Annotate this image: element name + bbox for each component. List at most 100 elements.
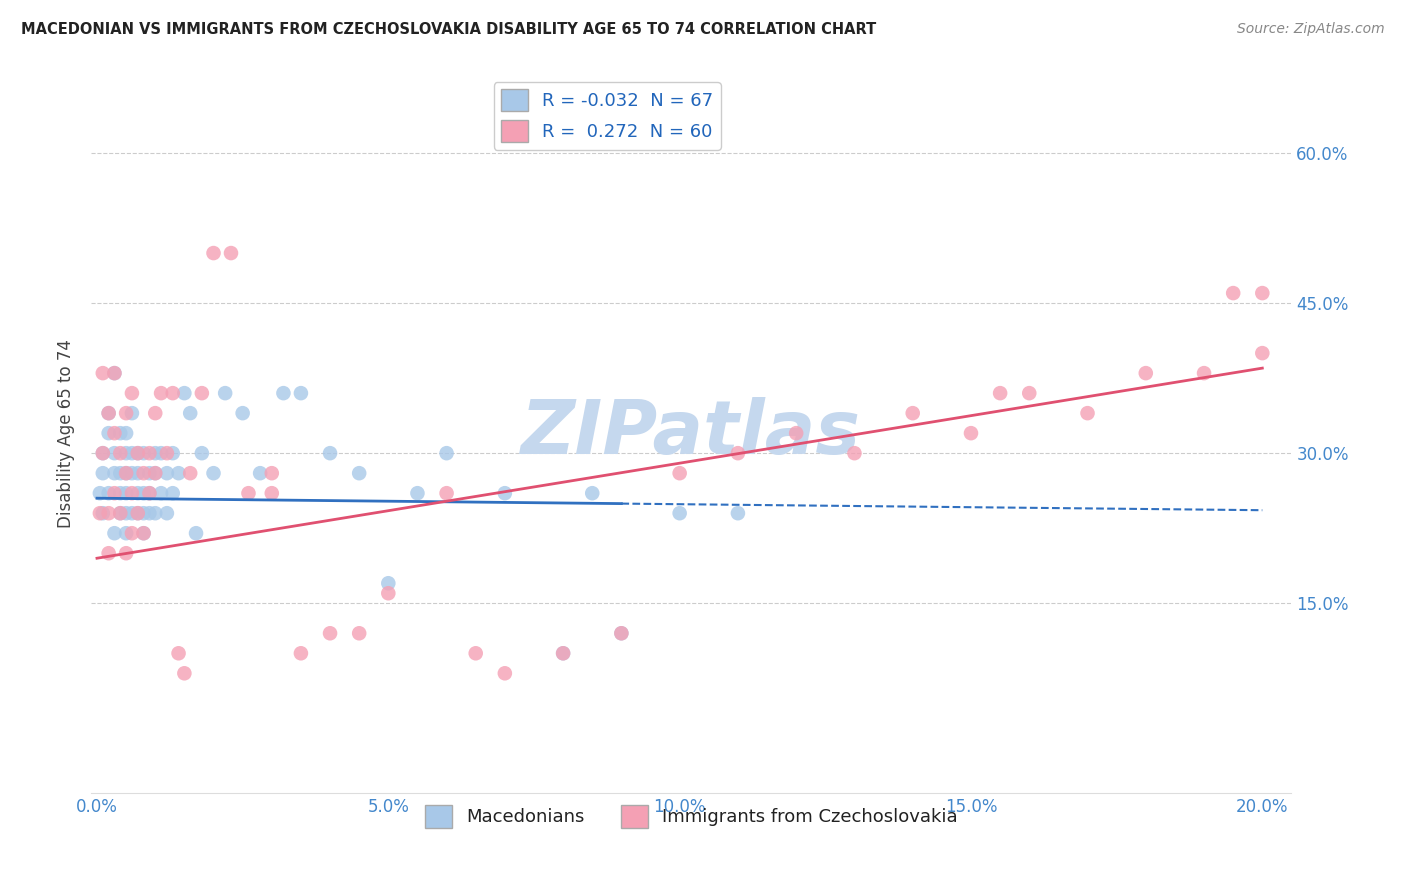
Point	[115, 466, 138, 480]
Point	[143, 506, 166, 520]
Point	[319, 446, 342, 460]
Point	[132, 526, 155, 541]
Point	[91, 506, 114, 520]
Text: MACEDONIAN VS IMMIGRANTS FROM CZECHOSLOVAKIA DISABILITY AGE 65 TO 74 CORRELATION: MACEDONIAN VS IMMIGRANTS FROM CZECHOSLOV…	[21, 22, 876, 37]
Point	[347, 466, 370, 480]
Point	[115, 526, 138, 541]
Point	[173, 666, 195, 681]
Point	[179, 466, 201, 480]
Point	[901, 406, 924, 420]
Point	[97, 546, 120, 560]
Point	[156, 506, 179, 520]
Point	[347, 626, 370, 640]
Point	[1222, 286, 1244, 301]
Point	[553, 646, 575, 660]
Point	[115, 406, 138, 420]
Point	[377, 586, 399, 600]
Point	[785, 426, 807, 441]
Point	[110, 486, 132, 500]
Point	[121, 466, 143, 480]
Point	[191, 386, 214, 401]
Point	[115, 506, 138, 520]
Point	[103, 486, 125, 500]
Point	[581, 486, 603, 500]
Point	[132, 446, 155, 460]
Point	[184, 526, 207, 541]
Point	[162, 386, 184, 401]
Point	[436, 446, 458, 460]
Point	[143, 466, 166, 480]
Point	[167, 466, 190, 480]
Point	[1192, 366, 1215, 380]
Point	[1251, 346, 1274, 360]
Point	[127, 446, 149, 460]
Point	[960, 426, 983, 441]
Point	[103, 446, 125, 460]
Point	[143, 446, 166, 460]
Point	[150, 486, 173, 500]
Point	[1251, 286, 1274, 301]
Point	[138, 506, 160, 520]
Point	[103, 466, 125, 480]
Point	[464, 646, 486, 660]
Point	[121, 526, 143, 541]
Point	[103, 426, 125, 441]
Point	[127, 506, 149, 520]
Point	[127, 506, 149, 520]
Point	[127, 486, 149, 500]
Point	[260, 486, 283, 500]
Point	[110, 426, 132, 441]
Point	[1018, 386, 1040, 401]
Point	[179, 406, 201, 420]
Point	[377, 576, 399, 591]
Point	[127, 466, 149, 480]
Point	[89, 506, 111, 520]
Point	[103, 526, 125, 541]
Point	[273, 386, 295, 401]
Point	[219, 246, 242, 260]
Point	[110, 446, 132, 460]
Point	[214, 386, 236, 401]
Point	[91, 446, 114, 460]
Point	[436, 486, 458, 500]
Point	[162, 446, 184, 460]
Point	[238, 486, 260, 500]
Point	[91, 366, 114, 380]
Point	[97, 486, 120, 500]
Point	[494, 486, 516, 500]
Point	[173, 386, 195, 401]
Point	[150, 446, 173, 460]
Point	[202, 466, 225, 480]
Point	[115, 486, 138, 500]
Point	[202, 246, 225, 260]
Point	[232, 406, 254, 420]
Point	[1076, 406, 1098, 420]
Point	[91, 446, 114, 460]
Point	[138, 466, 160, 480]
Point	[132, 526, 155, 541]
Point	[97, 426, 120, 441]
Point	[290, 646, 312, 660]
Point	[844, 446, 866, 460]
Point	[143, 466, 166, 480]
Point	[610, 626, 633, 640]
Point	[290, 386, 312, 401]
Point	[138, 486, 160, 500]
Point	[115, 446, 138, 460]
Point	[727, 446, 749, 460]
Point	[103, 366, 125, 380]
Legend: Macedonians, Immigrants from Czechoslovakia: Macedonians, Immigrants from Czechoslova…	[418, 798, 965, 835]
Point	[138, 446, 160, 460]
Point	[121, 486, 143, 500]
Point	[91, 466, 114, 480]
Point	[110, 506, 132, 520]
Text: Source: ZipAtlas.com: Source: ZipAtlas.com	[1237, 22, 1385, 37]
Point	[553, 646, 575, 660]
Point	[110, 506, 132, 520]
Point	[610, 626, 633, 640]
Point	[191, 446, 214, 460]
Point	[127, 446, 149, 460]
Point	[121, 506, 143, 520]
Point	[162, 486, 184, 500]
Point	[150, 386, 173, 401]
